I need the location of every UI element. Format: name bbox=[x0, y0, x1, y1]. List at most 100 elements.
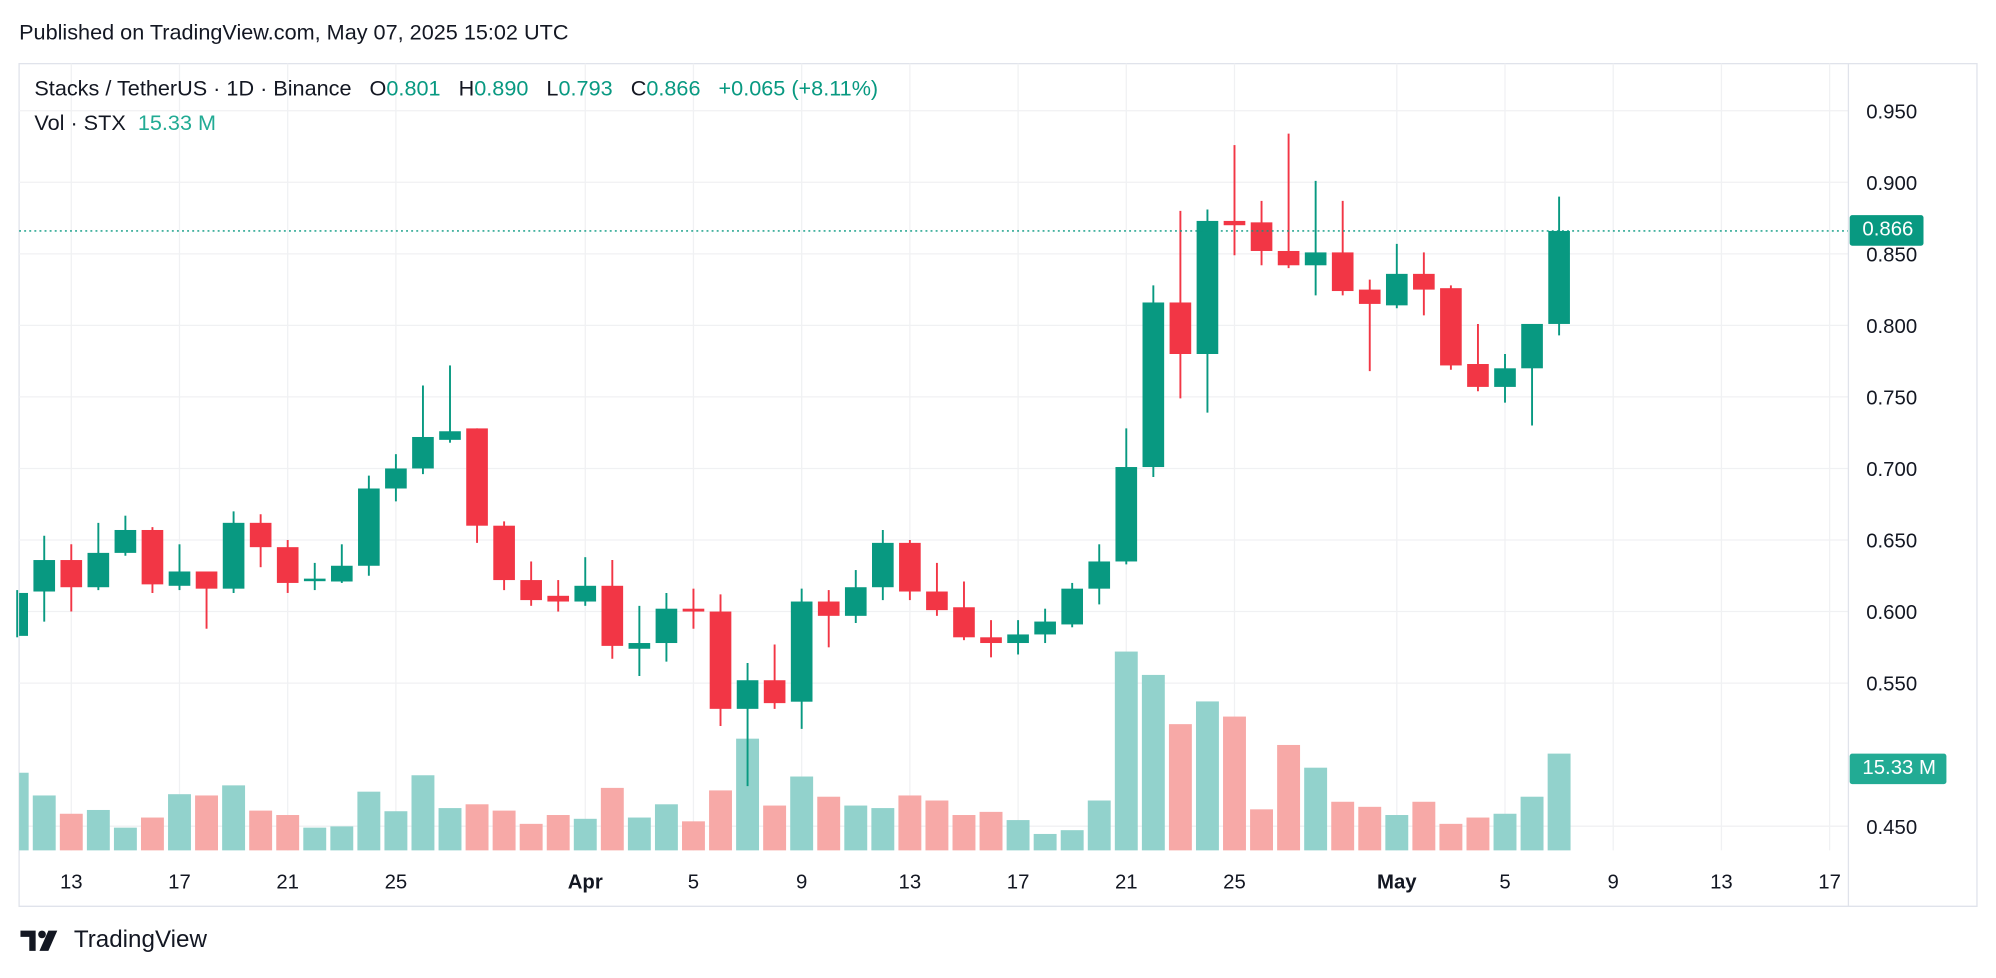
volume-bar bbox=[357, 791, 381, 851]
candle-body bbox=[1331, 252, 1354, 292]
candle-body bbox=[682, 608, 705, 612]
candle-body bbox=[628, 643, 651, 649]
volume-bar bbox=[1439, 823, 1463, 851]
volume-bar bbox=[925, 800, 949, 851]
volume-bar bbox=[276, 815, 300, 851]
candle-body bbox=[33, 560, 56, 592]
time-tick-label: 17 bbox=[168, 872, 191, 894]
low-label: L bbox=[546, 76, 559, 101]
tradingview-logo[interactable]: TradingView bbox=[20, 927, 207, 955]
candle-body bbox=[168, 571, 191, 586]
volume-label[interactable]: Vol · STX bbox=[34, 110, 126, 135]
candle-body bbox=[60, 560, 83, 588]
published-caption: Published on TradingView.com, May 07, 20… bbox=[19, 20, 569, 45]
volume-bar bbox=[736, 738, 760, 851]
low-value: 0.793 bbox=[558, 76, 613, 101]
volume-bar bbox=[898, 795, 922, 851]
volume-bar bbox=[140, 817, 164, 851]
candle-body bbox=[1250, 222, 1273, 251]
candle-body bbox=[980, 637, 1002, 644]
volume-bar bbox=[1547, 753, 1571, 851]
price-tick-label: 0.750 bbox=[1866, 388, 1917, 410]
candle-body bbox=[303, 578, 326, 582]
volume-bar bbox=[952, 815, 976, 851]
candle-body bbox=[1061, 588, 1084, 625]
candle-body bbox=[358, 488, 380, 566]
time-tick-label: 13 bbox=[1710, 872, 1733, 894]
volume-bar bbox=[195, 795, 219, 851]
volume-bar bbox=[1358, 806, 1382, 851]
volume-bar bbox=[86, 809, 110, 851]
candle-body bbox=[1169, 302, 1192, 354]
candle-body bbox=[547, 595, 570, 602]
candle-body bbox=[790, 601, 813, 702]
volume-bar bbox=[519, 823, 543, 851]
candle-body bbox=[114, 529, 137, 553]
candle-body bbox=[385, 468, 407, 489]
candle-body bbox=[1223, 220, 1246, 226]
volume-bar bbox=[1304, 767, 1328, 851]
volume-bar bbox=[492, 810, 516, 851]
volume-bar bbox=[1168, 724, 1192, 851]
volume-bar bbox=[1493, 813, 1517, 851]
volume-bar bbox=[168, 794, 191, 851]
open-label: O bbox=[369, 76, 387, 101]
volume-bar bbox=[1006, 820, 1030, 851]
time-tick-label: Apr bbox=[568, 872, 603, 894]
price-tick-label: 0.950 bbox=[1866, 101, 1917, 123]
last-price-tag: 0.866 bbox=[1849, 215, 1924, 247]
candle-body bbox=[141, 529, 164, 585]
volume-bar bbox=[303, 827, 327, 851]
price-tick-label: 0.650 bbox=[1866, 531, 1917, 553]
volume-bar bbox=[1060, 830, 1084, 851]
volume-bar bbox=[546, 815, 570, 851]
price-tick-label: 0.550 bbox=[1866, 674, 1917, 696]
volume-bar bbox=[1385, 815, 1409, 851]
candle-body bbox=[1494, 368, 1516, 387]
volume-bar bbox=[1223, 716, 1246, 851]
open-value: 0.801 bbox=[386, 76, 441, 101]
volume-bar bbox=[411, 775, 435, 851]
candle-body bbox=[493, 525, 515, 581]
time-tick-label: 21 bbox=[1115, 872, 1138, 894]
candle-body bbox=[1277, 250, 1300, 266]
time-tick-label: 13 bbox=[60, 872, 83, 894]
volume-tag: 15.33 M bbox=[1849, 753, 1947, 785]
time-tick-label: 25 bbox=[1223, 872, 1246, 894]
volume-bar bbox=[600, 787, 624, 851]
candle-body bbox=[330, 565, 353, 582]
candle-body bbox=[1142, 302, 1165, 468]
candle-body bbox=[1440, 288, 1462, 366]
candle-body bbox=[195, 571, 218, 589]
close-label: C bbox=[630, 76, 647, 101]
volume-bar bbox=[844, 805, 868, 851]
candle-body bbox=[817, 601, 840, 616]
volume-bar bbox=[1277, 744, 1301, 851]
change-value: +0.065 (+8.11%) bbox=[718, 76, 879, 101]
candle-body bbox=[1088, 561, 1111, 589]
volume-bar bbox=[654, 804, 678, 851]
volume-bar bbox=[1520, 796, 1544, 851]
volume-bar bbox=[32, 795, 56, 851]
volume-bar bbox=[1195, 701, 1219, 851]
close-value: 0.866 bbox=[646, 76, 701, 101]
time-tick-label: 25 bbox=[385, 872, 408, 894]
volume-bar bbox=[330, 826, 354, 851]
time-tick-label: May bbox=[1377, 872, 1417, 894]
candle-body bbox=[276, 547, 299, 583]
volume-bar bbox=[1412, 801, 1436, 851]
volume-bar bbox=[1250, 809, 1273, 851]
symbol-title[interactable]: Stacks / TetherUS · 1D · Binance bbox=[34, 76, 352, 101]
volume-bar bbox=[817, 796, 841, 851]
chart-frame bbox=[18, 63, 1978, 908]
candle-body bbox=[574, 585, 597, 602]
time-tick-label: 9 bbox=[1608, 872, 1619, 894]
candle-body bbox=[1196, 220, 1219, 354]
candle-body bbox=[1007, 634, 1029, 644]
candle-body bbox=[1034, 621, 1056, 635]
volume-bar bbox=[465, 804, 489, 851]
volume-bar bbox=[627, 817, 651, 851]
candle-body bbox=[466, 428, 488, 526]
